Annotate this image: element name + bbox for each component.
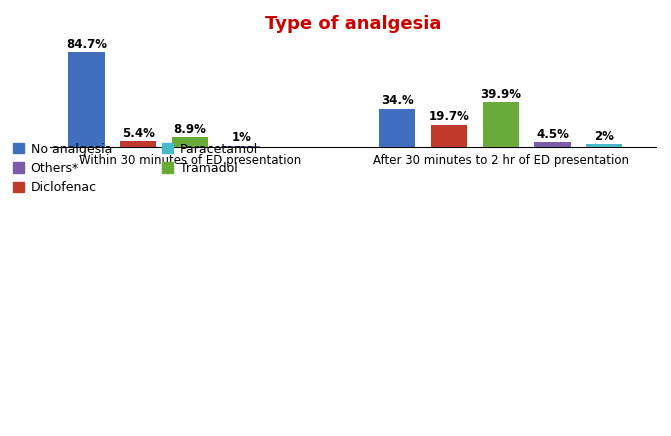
Bar [482,102,519,146]
Bar [586,144,623,146]
Bar [431,125,467,146]
Text: 1%: 1% [232,131,252,144]
Text: 34.%: 34.% [381,95,413,107]
Legend: No analgesia, Others*, Diclofenac, Paracetamol, Tramadol: No analgesia, Others*, Diclofenac, Parac… [8,137,263,199]
Bar [120,141,156,146]
Text: 8.9%: 8.9% [174,123,207,136]
Title: Type of analgesia: Type of analgesia [265,15,442,33]
Bar [379,109,415,146]
Bar [534,142,570,146]
Text: 5.4%: 5.4% [122,126,155,140]
Text: 84.7%: 84.7% [66,37,107,51]
Bar [172,137,208,146]
Text: 39.9%: 39.9% [480,88,521,101]
Text: 2%: 2% [595,130,614,143]
Text: 19.7%: 19.7% [429,110,470,123]
Bar [68,51,105,146]
Text: 4.5%: 4.5% [536,127,569,140]
